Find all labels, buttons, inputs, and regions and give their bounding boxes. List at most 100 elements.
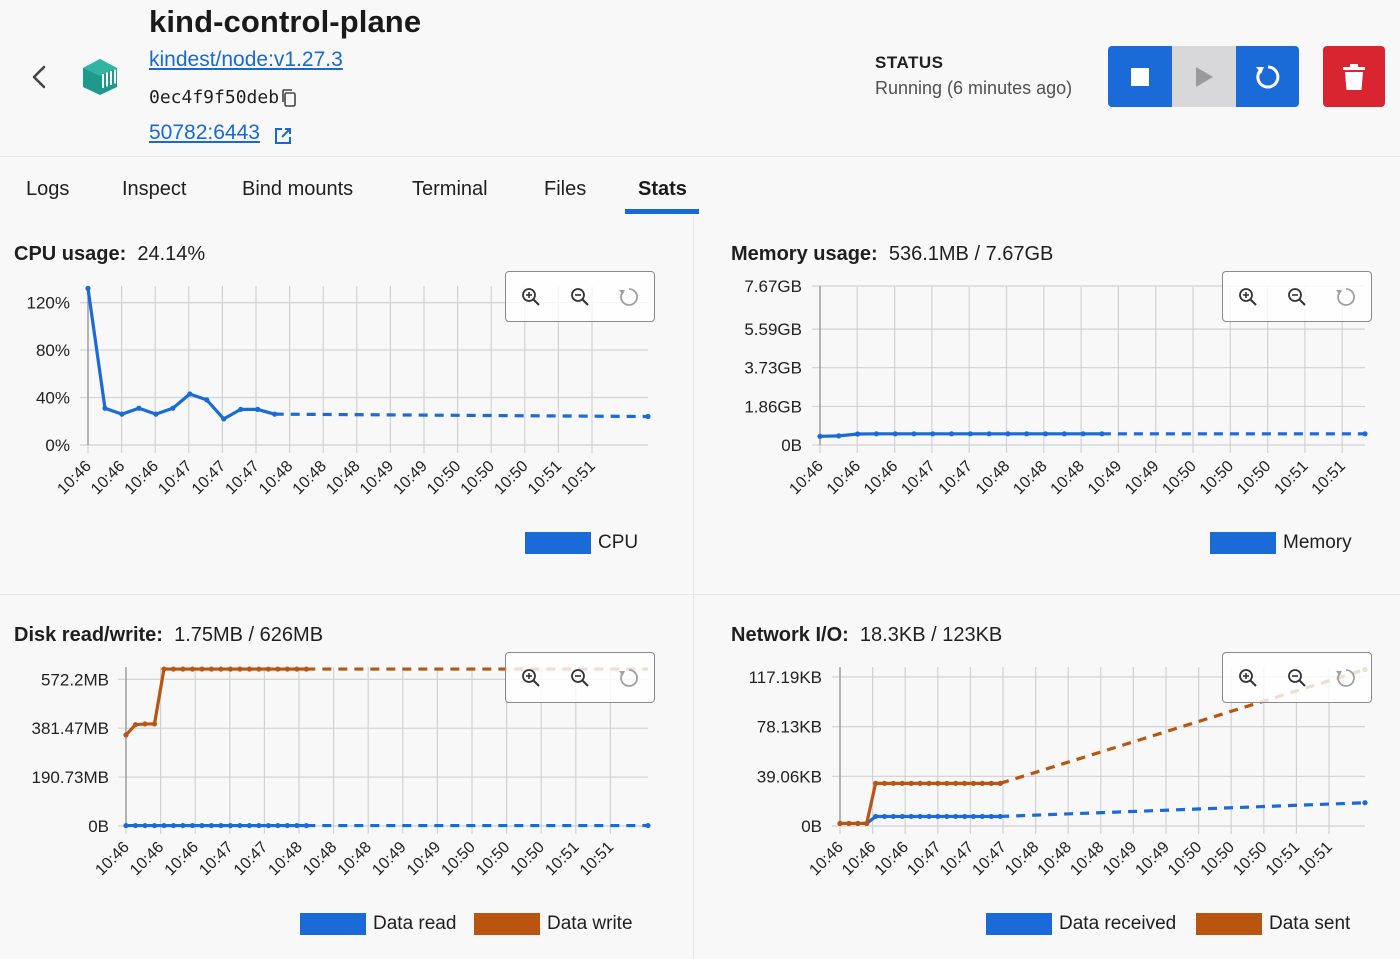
x-tick-label: 10:46 [122,458,162,498]
data-point [189,822,196,829]
x-tick-label: 10:47 [196,839,236,879]
data-point [199,822,205,829]
x-tick-label: 10:47 [936,458,976,498]
legend-label: Data received [1059,913,1177,934]
data-point [908,780,914,786]
zoom-out-icon[interactable] [568,285,592,309]
data-point [935,780,941,786]
data-point [846,820,852,827]
data-point [227,666,233,672]
tab-bind-mounts[interactable]: Bind mounts [242,178,354,200]
y-tick-label: 190.73MB [32,768,110,787]
back-arrow-icon[interactable] [26,62,52,92]
legend-swatch [525,532,591,554]
x-tick-label: 10:46 [162,839,202,879]
stop-button[interactable] [1108,46,1172,107]
network-legend-received[interactable]: Data received [986,913,1176,935]
data-point [132,822,139,829]
x-tick-label: 10:46 [806,839,846,879]
x-tick-label: 10:47 [189,458,229,498]
data-point [961,780,968,786]
x-tick-label: 10:47 [969,839,1009,879]
tab-terminal[interactable]: Terminal [412,178,488,200]
x-tick-label: 10:50 [438,839,478,879]
port-link[interactable]: 50782:6443 [149,121,260,144]
data-point [881,813,888,820]
external-link-icon[interactable] [273,126,293,146]
data-point [930,431,936,437]
disk-legend-write[interactable]: Data write [474,913,633,935]
y-tick-label: 120% [27,294,70,313]
data-point [1362,431,1368,437]
x-tick-label: 10:51 [1263,839,1303,879]
tab-stats[interactable]: Stats [638,178,687,200]
x-tick-label: 10:51 [542,839,582,879]
data-point [294,666,300,672]
x-tick-label: 10:46 [54,458,94,498]
legend-label: Data write [547,913,633,934]
data-point [246,666,252,672]
reset-zoom-icon[interactable] [617,285,641,309]
x-tick-label: 10:50 [1159,458,1199,498]
zoom-out-icon[interactable] [568,666,592,690]
data-point [161,822,167,829]
x-tick-label: 10:50 [1165,839,1205,879]
x-tick-label: 10:50 [508,839,548,879]
container-icon [83,59,117,95]
x-tick-label: 10:50 [491,458,531,498]
copy-icon[interactable] [279,88,299,108]
data-point [136,405,142,411]
y-tick-label: 381.47MB [32,719,110,738]
reset-zoom-icon[interactable] [617,666,641,690]
x-tick-label: 10:50 [473,839,513,879]
x-tick-label: 10:47 [898,458,938,498]
zoom-out-icon[interactable] [1285,285,1309,309]
x-tick-label: 10:47 [937,839,977,879]
delete-button[interactable] [1323,46,1385,107]
disk-legend-read[interactable]: Data read [300,913,456,935]
zoom-out-icon[interactable] [1285,666,1309,690]
zoom-in-icon[interactable] [519,285,543,309]
x-tick-label: 10:49 [390,458,430,498]
x-tick-label: 10:51 [1271,458,1311,498]
image-link[interactable]: kindest/node:v1.27.3 [149,48,343,71]
tab-files[interactable]: Files [544,178,587,200]
x-tick-label: 10:49 [1100,839,1140,879]
reset-zoom-icon[interactable] [1334,285,1358,309]
status-label: STATUS [875,53,944,72]
data-point [1042,431,1049,437]
x-tick-label: 10:51 [558,458,598,498]
x-tick-label: 10:46 [824,458,864,498]
x-tick-label: 10:50 [1198,839,1238,879]
stop-icon [1131,67,1149,86]
start-button[interactable] [1172,46,1236,107]
zoom-in-icon[interactable] [1236,285,1260,309]
data-point [645,413,651,420]
memory-legend[interactable]: Memory [1210,532,1352,554]
data-point [284,666,290,672]
data-point [119,411,125,417]
network-legend-sent[interactable]: Data sent [1196,913,1350,935]
data-point [275,822,281,829]
reset-zoom-icon[interactable] [1334,666,1358,690]
tab-logs[interactable]: Logs [26,178,70,200]
zoom-in-icon[interactable] [519,666,543,690]
data-point [970,780,977,786]
data-point [926,780,932,786]
x-tick-label: 10:51 [1309,458,1349,498]
data-point [988,780,994,786]
data-point [892,431,898,437]
restart-button[interactable] [1236,46,1299,107]
data-point [864,820,870,827]
y-tick-label: 5.59GB [744,320,802,339]
legend-swatch [474,913,540,935]
series-dashed-line [1000,801,1366,819]
zoom-in-icon[interactable] [1236,666,1260,690]
data-point [102,405,108,411]
x-tick-label: 10:49 [404,839,444,879]
tab-inspect[interactable]: Inspect [122,178,187,200]
x-tick-label: 10:46 [839,839,879,879]
cpu-legend[interactable]: CPU [525,532,638,554]
y-tick-label: 117.19KB [749,668,822,687]
data-point [187,391,193,397]
